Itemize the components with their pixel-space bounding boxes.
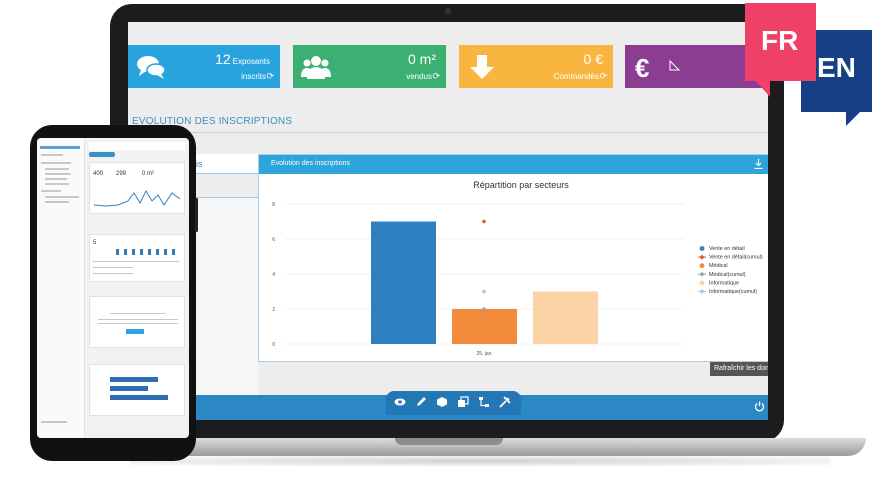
toolbar-pill (386, 391, 521, 415)
laptop-notch (395, 438, 503, 445)
point-informatique-cumul-[interactable] (482, 289, 486, 294)
legend-label: Médical(cumul) (709, 272, 746, 278)
phone-line-chart (94, 189, 180, 207)
stat-value: 0 m² (408, 51, 436, 67)
legend-item[interactable]: Vente en détail(cumul) (698, 254, 763, 261)
legend-marker (699, 263, 705, 269)
chart-panel: Evolution des inscriptions Répartition p… (258, 154, 768, 362)
arrow-down-icon (470, 55, 494, 79)
stat-card-exposants[interactable]: 12 Exposants inscrits ⟳ (128, 45, 280, 88)
bar-informatique[interactable] (533, 291, 598, 345)
refresh-icon[interactable]: ⟳ (432, 71, 440, 81)
stat-label: Commandés (553, 72, 599, 81)
chart-title: Répartition par secteurs (473, 180, 569, 190)
bar-m-dical[interactable] (452, 309, 517, 344)
stat-card-encaisse[interactable]: € enca (625, 45, 768, 88)
layers-icon[interactable] (457, 396, 469, 408)
phone-side-button (195, 198, 198, 232)
legend-marker (699, 271, 705, 277)
legend-label: Vente en détail(cumul) (709, 255, 763, 261)
y-tick-label: 0 (272, 342, 275, 348)
legend-label: Médical (709, 263, 728, 269)
download-icon[interactable] (754, 159, 763, 169)
legend-item[interactable]: Informatique (699, 280, 739, 286)
phone-summary-card: 5 (89, 234, 185, 282)
side-panel (196, 197, 258, 402)
euro-icon: € (635, 53, 649, 81)
users-icon (301, 56, 331, 79)
language-fr-tail (756, 81, 770, 97)
legend-item[interactable]: Médical (699, 263, 728, 269)
laptop-base (90, 438, 866, 456)
cube-icon[interactable] (436, 396, 448, 408)
pencil-icon[interactable] (415, 396, 427, 408)
pie-chart-icon (669, 59, 681, 71)
y-tick-label: 2 (272, 307, 275, 313)
x-tick-label: 25. jan (476, 351, 491, 357)
language-fr-button[interactable]: FR (745, 3, 816, 81)
laptop-camera (445, 8, 451, 14)
legend-item[interactable]: Informatique(cumul) (698, 289, 757, 295)
language-en-tail (846, 112, 860, 126)
refresh-icon[interactable]: ⟳ (599, 71, 607, 81)
legend-item[interactable]: Vente en détail (699, 246, 745, 252)
legend-label: Vente en détail (709, 246, 745, 252)
y-tick-label: 6 (272, 237, 275, 243)
laptop-screen: 12 Exposants inscrits ⟳ 0 m² vendus ⟳ 0 €… (128, 22, 768, 420)
chart-panel-title: Evolution des inscriptions (271, 160, 350, 167)
side-panel-header: is (196, 154, 260, 174)
legend-marker (699, 246, 705, 251)
legend-item[interactable]: Médical(cumul) (698, 271, 746, 278)
eye-icon[interactable] (394, 396, 406, 408)
legend-marker (699, 254, 705, 260)
phone-sidebar (37, 138, 85, 438)
section-title: EVOLUTION DES INSCRIPTIONS (132, 116, 293, 127)
phone-stats-card: 400 299 0 m² (89, 162, 185, 214)
chat-icon (137, 56, 166, 79)
sitemap-icon[interactable] (478, 396, 490, 408)
stat-card-surface[interactable]: 0 m² vendus ⟳ (293, 45, 446, 88)
chart-panel-header: Evolution des inscriptions (259, 155, 768, 174)
power-icon[interactable] (754, 401, 765, 412)
legend-marker (699, 289, 705, 294)
legend-label: Informatique(cumul) (709, 289, 757, 295)
stat-value: 12 Exposants (215, 51, 270, 67)
svg-text:€: € (635, 53, 649, 81)
y-tick-label: 4 (272, 272, 275, 278)
point-m-dical-cumul-[interactable] (482, 307, 486, 311)
legend-marker (699, 280, 705, 286)
refresh-icon[interactable]: ⟳ (266, 71, 274, 81)
stat-value: 0 € (583, 51, 603, 67)
stat-card-commandes[interactable]: 0 € Commandés ⟳ (459, 45, 613, 88)
divider (128, 132, 768, 133)
y-tick-label: 8 (272, 202, 275, 208)
stat-label: inscrits (241, 72, 266, 81)
tools-icon[interactable] (499, 396, 511, 408)
sector-chart: Répartition par secteurs 0 2 4 6 8 25. jan Ve… (272, 180, 763, 357)
refresh-data-button[interactable]: Rafraîchir les données (710, 362, 768, 376)
laptop-shadow (130, 456, 830, 466)
phone-screen: 400 299 0 m² 5 (37, 138, 189, 438)
stat-label: vendus (406, 72, 432, 81)
bar-vente-en-d-tail[interactable] (371, 221, 436, 345)
phone-info-card (89, 296, 185, 348)
point-vente-en-d-tail-cumul-[interactable] (482, 219, 486, 224)
phone-bar-chart-card (89, 364, 185, 416)
legend-label: Informatique (709, 280, 739, 286)
